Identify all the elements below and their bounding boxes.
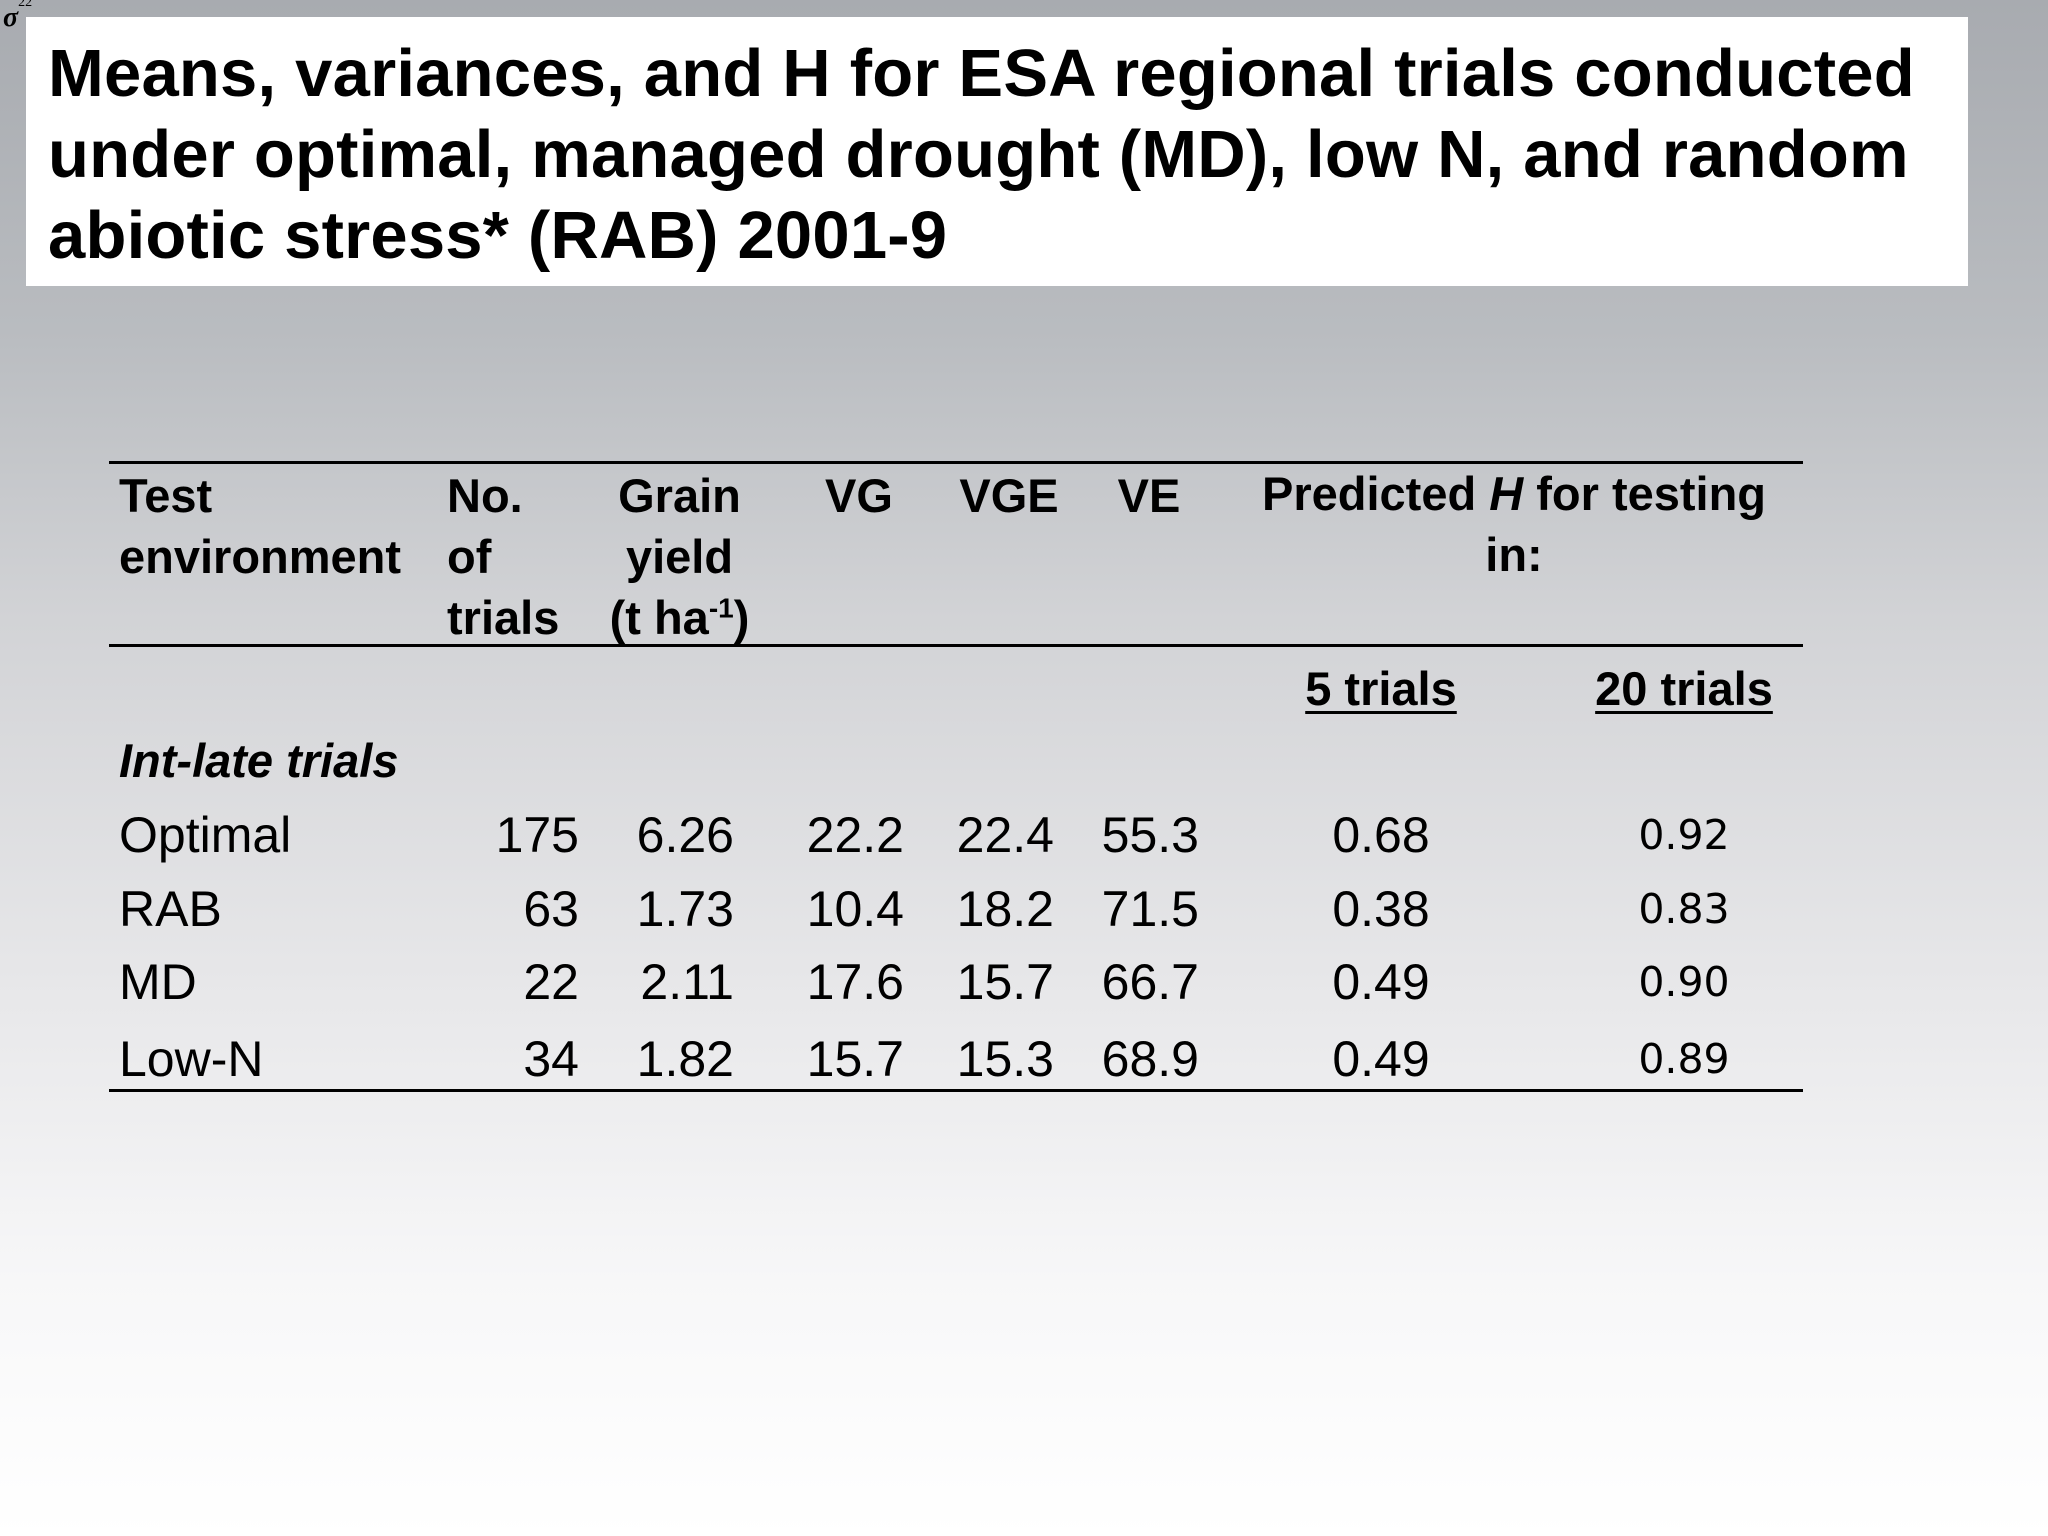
header-ve: VE [1117, 469, 1181, 522]
row-yield: 1.82 [636, 1031, 734, 1087]
row-n: 63 [523, 881, 579, 937]
row-env: Optimal [119, 807, 292, 863]
row-h20: 0.92 [1638, 811, 1730, 859]
row-vge: 15.7 [956, 954, 1054, 1010]
header-no-of-trials: No. of trials [447, 469, 560, 644]
row-ve: 71.5 [1101, 881, 1199, 937]
table-top-rule [109, 461, 1803, 464]
header-test-environment: Test environment [119, 469, 402, 583]
subheader-20-trials: 20 trials [1595, 662, 1773, 715]
row-vg: 22.2 [806, 807, 904, 863]
header-grain-yield: Grain yield (t ha-1) [609, 469, 750, 644]
header-vge: VGE [959, 469, 1059, 522]
header-vg: VG [825, 469, 893, 522]
row-ve: 68.9 [1101, 1031, 1199, 1087]
sigma-symbol: σ22 [3, 0, 33, 33]
row-n: 34 [523, 1031, 579, 1087]
row-n: 22 [523, 954, 579, 1010]
row-h20: 0.83 [1638, 885, 1730, 933]
row-ve: 55.3 [1101, 807, 1199, 863]
row-n: 175 [495, 807, 579, 863]
row-vg: 17.6 [806, 954, 904, 1010]
row-vg: 10.4 [806, 881, 904, 937]
row-env: RAB [119, 881, 222, 937]
row-vg: 15.7 [806, 1031, 904, 1087]
row-h5: 0.49 [1332, 1031, 1430, 1087]
row-vge: 22.4 [956, 807, 1054, 863]
row-h5: 0.68 [1332, 807, 1430, 863]
row-vge: 15.3 [956, 1031, 1054, 1087]
row-yield: 6.26 [636, 807, 734, 863]
row-h20: 0.90 [1638, 958, 1730, 1006]
row-yield: 2.11 [640, 954, 734, 1010]
row-vge: 18.2 [956, 881, 1054, 937]
row-h20: 0.89 [1638, 1035, 1730, 1083]
table-header-rule [109, 644, 1803, 647]
row-env: Low-N [119, 1031, 264, 1087]
row-ve: 66.7 [1101, 954, 1199, 1010]
row-env: MD [119, 954, 197, 1010]
subheader-5-trials: 5 trials [1305, 662, 1457, 715]
row-yield: 1.73 [636, 881, 734, 937]
row-h5: 0.38 [1332, 881, 1430, 937]
section-label: Int-late trials [119, 734, 399, 787]
slide-title: Means, variances, and H for ESA regional… [48, 36, 1915, 273]
title-box: Means, variances, and H for ESA regional… [26, 17, 1968, 286]
header-predicted-h: Predicted H for testing in: [1261, 467, 1767, 581]
row-h5: 0.49 [1332, 954, 1430, 1010]
table-bottom-rule [109, 1089, 1803, 1092]
